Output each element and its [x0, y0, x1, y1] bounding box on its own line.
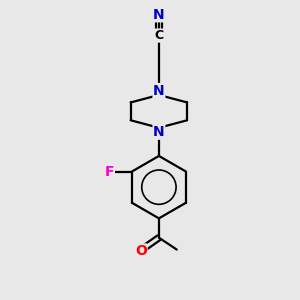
Text: N: N [153, 125, 165, 139]
Text: F: F [105, 164, 114, 178]
Text: N: N [153, 84, 165, 98]
Text: O: O [135, 244, 147, 258]
Text: N: N [153, 8, 165, 22]
Text: C: C [154, 29, 164, 42]
